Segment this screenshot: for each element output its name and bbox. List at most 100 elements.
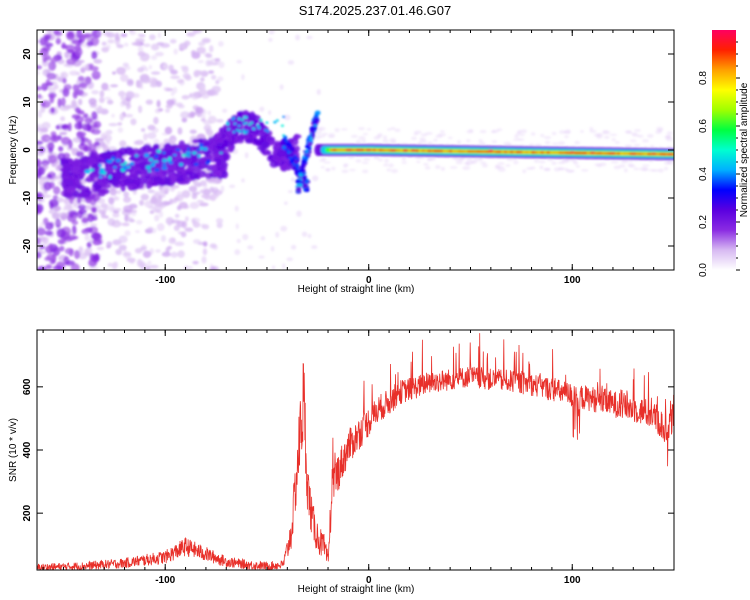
spectrogram-cell <box>544 140 551 145</box>
spectrogram-cell <box>514 134 520 139</box>
spectrogram-cell <box>39 244 45 250</box>
spectrogram-cell <box>164 126 173 135</box>
snr-y-tick-label: 400 <box>22 441 33 458</box>
spectrogram-cell <box>145 99 153 105</box>
spectrogram-cell <box>171 69 176 73</box>
spectrogram-cell <box>202 248 208 256</box>
spectrogram-cell <box>161 158 168 163</box>
spectrogram-cell <box>120 163 127 166</box>
spectrogram-cell <box>530 132 536 136</box>
spectrogram-cell <box>156 149 162 154</box>
spectrogram-cell <box>72 84 80 92</box>
spectrogram-cell <box>140 193 149 201</box>
spectrogram-cell <box>170 251 178 258</box>
spectrogram-cell <box>115 158 121 163</box>
spectrogram-cell <box>117 122 123 126</box>
spectrogram-cell <box>599 162 607 167</box>
spectrogram-cell <box>86 241 92 249</box>
spectrogram-cell <box>255 139 261 147</box>
spectrogram-cell <box>609 152 616 155</box>
spectrogram-cell <box>290 244 297 250</box>
spectrogram-cell <box>197 154 201 158</box>
spectrogram-cell <box>244 152 249 159</box>
spectrogram-cell <box>88 98 97 106</box>
spectrogram-cell <box>54 220 62 226</box>
snr-x-tick-label: -100 <box>155 575 175 586</box>
spectrogram-cell <box>648 169 656 172</box>
spectrogram-cell <box>649 144 655 149</box>
snr-x-label: Height of straight line (km) <box>298 584 415 595</box>
spectrogram-cell <box>111 156 117 159</box>
spectrogram-cell <box>247 245 254 250</box>
spectrogram-cell <box>311 175 319 182</box>
spectrogram-cell <box>161 251 171 257</box>
spectrogram-cell <box>242 122 246 125</box>
spectrogram-cell <box>214 59 221 65</box>
spectrogram-cell <box>103 167 114 174</box>
spectrogram-cell <box>373 135 381 140</box>
spectrogram-cell <box>134 230 140 234</box>
spectrogram-cell <box>305 187 310 193</box>
spectrogram-cell <box>212 189 223 196</box>
spectrogram-cell <box>68 159 74 167</box>
spectrogram-cell <box>434 164 441 170</box>
spectrogram-cell <box>307 233 312 239</box>
spectrogram-cell <box>426 157 433 162</box>
spectrogram-cell <box>111 262 118 270</box>
spectrogram-cell <box>175 177 185 182</box>
spectrogram-cell <box>308 142 313 147</box>
spectrogram-cell <box>84 169 91 174</box>
spectrogram-cell <box>106 204 111 210</box>
figure-title: S174.2025.237.01.46.G07 <box>299 3 452 18</box>
spectrogram-cell <box>236 59 242 64</box>
spectrogram-cell <box>112 71 117 75</box>
spectrogram-cell <box>96 246 105 251</box>
spectrogram-cell <box>285 144 290 149</box>
spectrogram-cell <box>517 129 523 134</box>
spectrogram-cell <box>280 141 287 146</box>
spectrogram-cell <box>90 206 97 212</box>
spectrogram-cell <box>361 169 369 174</box>
spectrogram-cell <box>147 124 156 131</box>
spectrogram-cell <box>390 149 397 152</box>
spectrogram-cell <box>84 231 89 236</box>
spectrogram-cell <box>80 41 87 48</box>
spectrogram-cell <box>100 183 112 189</box>
colorbar-tick-label: 0.0 <box>698 263 709 277</box>
spectrogram-cell <box>112 212 120 218</box>
spectrogram-cell <box>37 110 43 118</box>
spectrogram-cell <box>320 165 325 169</box>
spectrogram-cell <box>152 143 160 150</box>
spectrogram-cell <box>311 133 316 138</box>
spectrogram-cell <box>238 130 242 134</box>
spectrogram-cell <box>313 117 319 123</box>
spectrogram-cell <box>416 160 421 164</box>
spectrogram-cell <box>196 113 203 118</box>
spectrogram-cell <box>76 151 84 158</box>
spectrogram-cell <box>37 65 43 70</box>
spectrogram-cell <box>130 148 142 156</box>
spectrogram-cell <box>74 249 81 260</box>
colorbar-tick-label: 0.6 <box>698 119 709 133</box>
spectrogram-cell <box>76 131 83 139</box>
spectrogram-cell <box>226 123 230 126</box>
spectrogram-cell <box>257 145 265 151</box>
spectrogram-cell <box>188 153 200 159</box>
spectrogram-cell <box>201 38 211 44</box>
spectrogram-cell <box>201 85 206 91</box>
spectrogram-cell <box>142 79 151 84</box>
spectrogram-cell <box>37 227 46 236</box>
spectrogram-cell <box>45 78 51 87</box>
spectrogram-cell <box>167 220 172 227</box>
spectrogram-cell <box>71 39 82 45</box>
spectrogram-cell <box>314 110 321 116</box>
spectrogram-cell <box>454 158 463 161</box>
spectrogram-cell <box>561 159 569 164</box>
spectrogram-cell <box>200 146 204 151</box>
spectrogram-cell <box>72 177 81 187</box>
spectrogram-cell <box>92 163 100 169</box>
snr-x-tick-label: 0 <box>366 575 372 586</box>
spectrogram-cell <box>61 124 68 129</box>
